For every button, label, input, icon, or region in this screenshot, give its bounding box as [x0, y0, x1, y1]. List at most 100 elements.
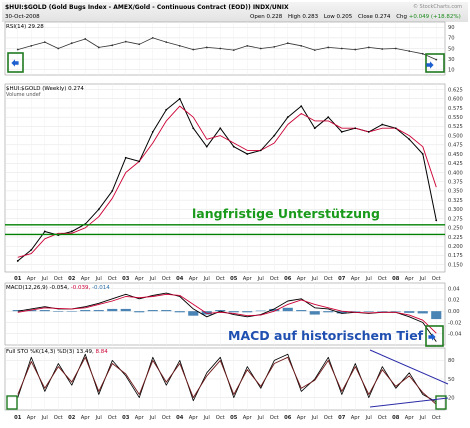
y-tick-label: 0.475	[448, 143, 463, 149]
x-tick-label: Apr	[243, 276, 253, 282]
macd-histogram-bar	[269, 308, 280, 312]
header-ohlc: Open 0.228 High 0.283 Low 0.205 Close 0.…	[250, 14, 461, 20]
x-tick-label-bottom: Jul	[311, 415, 318, 421]
x-tick-label: Oct	[162, 276, 171, 282]
x-tick-label-bottom: 02	[68, 415, 76, 421]
arrow-left-icon	[11, 59, 19, 67]
macd-histogram-bar	[120, 308, 131, 312]
price-point	[151, 131, 154, 133]
price-point	[246, 153, 249, 155]
x-tick-label: Apr	[135, 276, 145, 282]
x-tick-label-bottom: Oct	[270, 415, 279, 421]
rsi-line	[17, 37, 437, 60]
macd-histogram-bar	[417, 311, 428, 314]
y-tick-label: 0.04	[448, 286, 460, 292]
macd-histogram-bar	[134, 311, 145, 313]
macd-histogram-bar	[39, 310, 50, 312]
y-tick-label: 0.525	[448, 124, 463, 130]
arrow-right-icon	[426, 61, 434, 69]
x-tick-label: Apr	[351, 276, 361, 282]
x-tick-label-bottom: Oct	[432, 415, 441, 421]
price-point	[408, 138, 411, 141]
x-tick-label-bottom: 05	[230, 415, 238, 421]
x-tick-label: 06	[284, 276, 292, 282]
y-tick-label: 0.00	[448, 309, 460, 315]
x-tick-label: Apr	[405, 276, 415, 282]
price-point	[435, 219, 438, 222]
x-tick-label-bottom: Jul	[365, 415, 372, 421]
x-tick-label-bottom: 07	[338, 415, 346, 421]
sto-low-box-2001	[6, 395, 18, 410]
x-tick-label-bottom: Apr	[27, 415, 37, 421]
moving-average-line	[17, 105, 437, 258]
y-tick-label: 0.500	[448, 133, 463, 139]
x-tick-label: Apr	[189, 276, 199, 282]
y-tick-label: 10	[448, 68, 455, 74]
x-axis: 01 01 Apr Apr Jul Jul Oct Oct 02 02 Apr Apr Jul Jul Oc…	[14, 276, 441, 421]
x-tick-label-bottom: Jul	[203, 415, 210, 421]
x-tick-label-bottom: Jul	[257, 415, 264, 421]
y-tick-label: 0.425	[448, 161, 463, 167]
macd-histogram-bar	[26, 310, 37, 312]
price-point	[421, 153, 424, 155]
y-tick-label: 70	[448, 36, 455, 42]
x-tick-label-bottom: Apr	[351, 415, 361, 421]
sto-legend: Full STO %K(14,3) %D(3) 13.49, 8.84	[6, 349, 108, 355]
panel-frame	[4, 282, 446, 346]
macd-annotation: MACD auf historischem Tief	[228, 328, 424, 343]
x-tick-label: 04	[176, 276, 184, 282]
support-annotation: langfristige Unterstützung	[192, 206, 380, 221]
x-tick-label-bottom: 04	[176, 415, 184, 421]
macd-histogram-bar	[107, 308, 118, 312]
y-tick-label: 0.325	[448, 198, 463, 204]
y-tick-label: 80	[448, 358, 455, 364]
macd-histogram-bar	[363, 311, 374, 312]
macd-low-box	[425, 325, 444, 347]
price-point	[219, 127, 222, 130]
y-tick-label: 20	[448, 395, 455, 401]
macd-signal-line	[17, 293, 437, 334]
x-tick-label: 07	[338, 276, 346, 282]
x-tick-label: Jul	[419, 276, 426, 282]
x-tick-label: Oct	[54, 276, 63, 282]
rsi-legend: RSI(14) 29.28	[6, 24, 44, 30]
x-tick-label-bottom: Apr	[297, 415, 307, 421]
stochastic-panel: 80 50 20	[4, 347, 455, 411]
x-tick-label: Jul	[203, 276, 210, 282]
price-point	[259, 149, 262, 152]
price-point	[165, 108, 168, 111]
price-point	[232, 145, 235, 148]
x-tick-label-bottom: Oct	[108, 415, 117, 421]
y-tick-label: 30	[448, 57, 455, 63]
price-point	[205, 145, 208, 148]
x-tick-label-bottom: Apr	[405, 415, 415, 421]
x-tick-label-bottom: 08	[392, 415, 400, 421]
price-panel: 0.625 0.600 0.575 0.550 0.525 0.500 0.475 0.450…	[4, 83, 463, 273]
sto-d-line	[17, 356, 437, 405]
x-tick-label: Oct	[324, 276, 333, 282]
x-tick-label: Oct	[432, 276, 441, 282]
x-tick-label: Jul	[149, 276, 156, 282]
macd-histogram-bar	[336, 311, 347, 314]
x-tick-label-bottom: Apr	[81, 415, 91, 421]
x-tick-label: Oct	[216, 276, 225, 282]
price-point	[313, 127, 316, 130]
price-point	[354, 127, 357, 130]
x-tick-label-bottom: 01	[14, 415, 22, 421]
macd-legend: MACD(12,26,9) -0.054, -0.039, -0.014	[6, 285, 110, 291]
y-tick-label: 0.200	[448, 244, 463, 250]
x-tick-label: 08	[392, 276, 400, 282]
x-tick-label: 05	[230, 276, 238, 282]
x-tick-label: 01	[14, 276, 22, 282]
rsi-low-box-2008	[425, 53, 445, 73]
macd-histogram-bar	[188, 311, 199, 316]
y-tick-label: 0.150	[448, 262, 463, 268]
price-point	[381, 123, 384, 126]
y-tick-label: 0.400	[448, 170, 463, 176]
macd-histogram-bar	[66, 311, 77, 312]
macd-histogram-bar	[255, 310, 266, 312]
x-tick-label: 03	[122, 276, 130, 282]
x-tick-label: Apr	[297, 276, 307, 282]
